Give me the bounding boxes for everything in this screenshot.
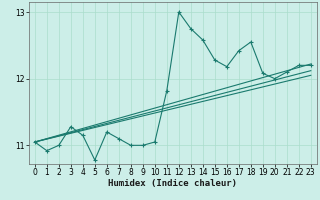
X-axis label: Humidex (Indice chaleur): Humidex (Indice chaleur) — [108, 179, 237, 188]
